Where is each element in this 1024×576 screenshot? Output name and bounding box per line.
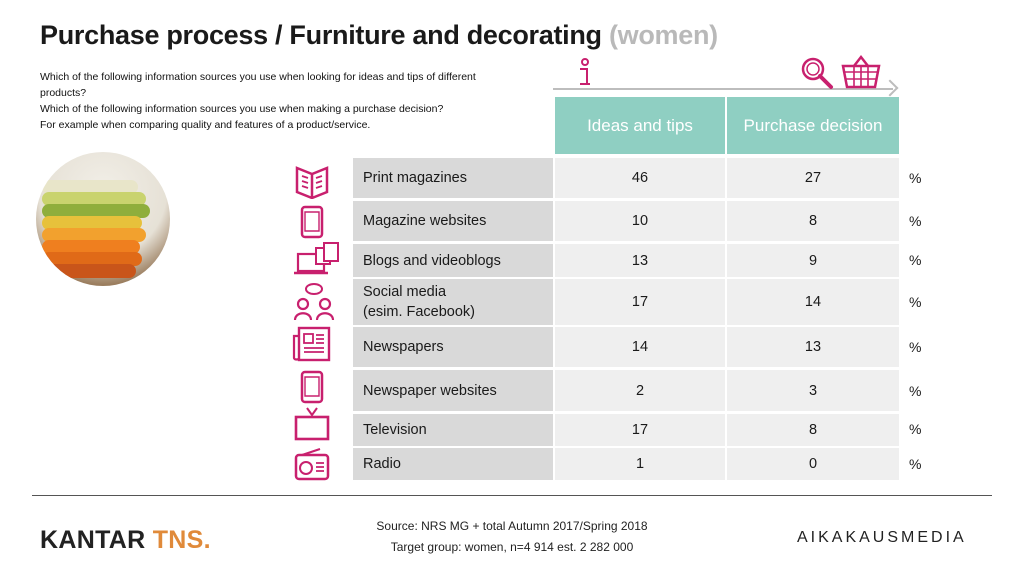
table-row: Social media (esim. Facebook) 17 14	[353, 279, 900, 325]
percent-unit: %	[909, 213, 922, 229]
search-magnifier-icon	[801, 57, 833, 89]
percent-unit: %	[909, 421, 922, 437]
column-header-purchase: Purchase decision	[727, 97, 899, 154]
tns-logo-text: TNS.	[152, 526, 211, 554]
percent-unit: %	[909, 294, 922, 310]
television-icon	[294, 407, 330, 441]
footer-divider	[32, 495, 992, 496]
kantar-tns-logo: KANTAR TNS.	[40, 526, 211, 555]
table-row: Newspapers 14 13	[353, 327, 900, 367]
table-row: Newspaper websites 2 3	[353, 370, 900, 411]
purchase-value: 8	[727, 414, 899, 446]
process-arrow-line	[553, 88, 893, 90]
cushions-photo	[36, 152, 170, 286]
radio-icon	[294, 448, 330, 481]
title-main: Purchase process / Furniture and decorat…	[40, 20, 602, 50]
aikakausmedia-logo: AIKAKAUSMEDIA	[797, 529, 967, 546]
row-label: Television	[353, 414, 553, 446]
ideas-value: 46	[555, 158, 725, 198]
purchase-value: 14	[727, 279, 899, 325]
purchase-value: 13	[727, 327, 899, 367]
percent-unit: %	[909, 170, 922, 186]
row-label: Newspaper websites	[353, 370, 553, 411]
shopping-basket-icon	[841, 54, 881, 89]
title-sub: (women)	[608, 20, 718, 50]
table-row: Television 17 8	[353, 414, 900, 446]
row-label: Radio	[353, 448, 553, 480]
table-row: Blogs and videoblogs 13 9	[353, 244, 900, 277]
column-header-ideas: Ideas and tips	[555, 97, 725, 154]
percent-unit: %	[909, 339, 922, 355]
table-row: Magazine websites 10 8	[353, 201, 900, 241]
source-line: Source: NRS MG + total Autumn 2017/Sprin…	[376, 519, 648, 533]
percent-unit: %	[909, 252, 922, 268]
ideas-value: 10	[555, 201, 725, 241]
info-icon	[580, 58, 590, 85]
purchase-value: 0	[727, 448, 899, 480]
question-ideas: Which of the following information sourc…	[40, 71, 476, 99]
open-magazine-icon	[295, 166, 329, 199]
row-label: Magazine websites	[353, 201, 553, 241]
row-label-line2: (esim. Facebook)	[363, 304, 476, 320]
tablet-icon	[300, 370, 324, 404]
ideas-value: 17	[555, 279, 725, 325]
ideas-value: 17	[555, 414, 725, 446]
page-title: Purchase process / Furniture and decorat…	[40, 20, 718, 51]
question-example: For example when comparing quality and f…	[40, 119, 371, 131]
percent-unit: %	[909, 383, 922, 399]
target-group-line: Target group: women, n=4 914 est. 2 282 …	[390, 540, 634, 554]
ideas-value: 1	[555, 448, 725, 480]
source-note: Source: NRS MG + total Autumn 2017/Sprin…	[340, 516, 684, 558]
purchase-value: 9	[727, 244, 899, 277]
row-label: Print magazines	[353, 158, 553, 198]
purchase-value: 3	[727, 370, 899, 411]
kantar-logo-text: KANTAR	[40, 526, 153, 554]
purchase-value: 8	[727, 201, 899, 241]
ideas-value: 2	[555, 370, 725, 411]
ideas-value: 14	[555, 327, 725, 367]
laptop-devices-icon	[294, 242, 339, 275]
survey-questions: Which of the following information sourc…	[40, 69, 510, 133]
process-arrow-head	[881, 79, 899, 97]
row-label: Newspapers	[353, 327, 553, 367]
tablet-icon	[300, 205, 324, 239]
newspaper-icon	[292, 326, 331, 362]
row-label-line1: Social media	[363, 284, 447, 300]
table-row: Print magazines 46 27	[353, 158, 900, 198]
ideas-value: 13	[555, 244, 725, 277]
percent-unit: %	[909, 456, 922, 472]
social-people-icon	[293, 283, 335, 321]
row-label: Social media (esim. Facebook)	[353, 279, 553, 325]
question-purchase: Which of the following information sourc…	[40, 103, 444, 115]
purchase-value: 27	[727, 158, 899, 198]
table-row: Radio 1 0	[353, 448, 900, 480]
row-label: Blogs and videoblogs	[353, 244, 553, 277]
